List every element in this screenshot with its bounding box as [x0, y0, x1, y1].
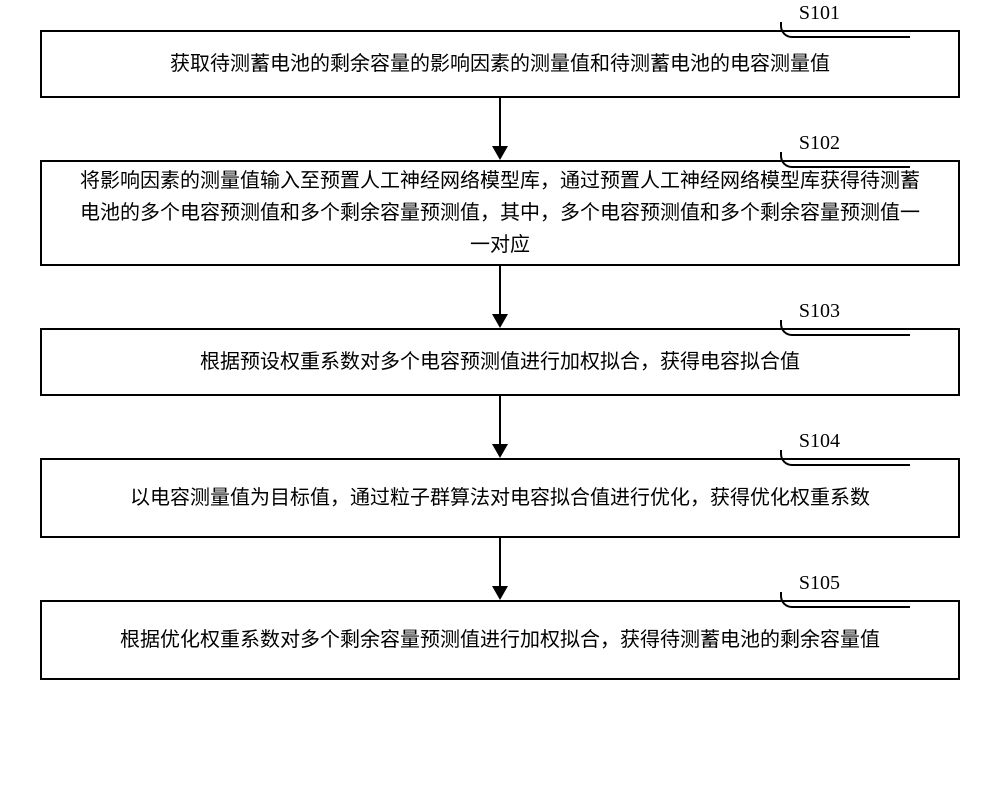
step-text: 根据优化权重系数对多个剩余容量预测值进行加权拟合，获得待测蓄电池的剩余容量值 — [120, 624, 880, 656]
step-box: 根据预设权重系数对多个电容预测值进行加权拟合，获得电容拟合值 — [40, 328, 960, 396]
step-box: 以电容测量值为目标值，通过粒子群算法对电容拟合值进行优化，获得优化权重系数 — [40, 458, 960, 538]
step-id-label: S102 — [799, 132, 840, 155]
arrow-line — [499, 538, 501, 586]
step-box: 获取待测蓄电池的剩余容量的影响因素的测量值和待测蓄电池的电容测量值 — [40, 30, 960, 98]
flow-step-s104: S104 以电容测量值为目标值，通过粒子群算法对电容拟合值进行优化，获得优化权重… — [40, 458, 960, 538]
step-text: 获取待测蓄电池的剩余容量的影响因素的测量值和待测蓄电池的电容测量值 — [170, 48, 830, 80]
flow-step-s101: S101 获取待测蓄电池的剩余容量的影响因素的测量值和待测蓄电池的电容测量值 — [40, 30, 960, 98]
step-id-label: S104 — [799, 430, 840, 453]
flow-arrow — [492, 266, 508, 328]
step-id-label: S103 — [799, 300, 840, 323]
step-box: 将影响因素的测量值输入至预置人工神经网络模型库，通过预置人工神经网络模型库获得待… — [40, 160, 960, 266]
flow-arrow — [492, 538, 508, 600]
step-text: 根据预设权重系数对多个电容预测值进行加权拟合，获得电容拟合值 — [200, 346, 800, 378]
flow-step-s105: S105 根据优化权重系数对多个剩余容量预测值进行加权拟合，获得待测蓄电池的剩余… — [40, 600, 960, 680]
arrow-head-icon — [492, 314, 508, 328]
arrow-line — [499, 98, 501, 146]
flow-arrow — [492, 396, 508, 458]
flow-step-s103: S103 根据预设权重系数对多个电容预测值进行加权拟合，获得电容拟合值 — [40, 328, 960, 396]
step-id-label: S105 — [799, 572, 840, 595]
flowchart-container: S101 获取待测蓄电池的剩余容量的影响因素的测量值和待测蓄电池的电容测量值 S… — [0, 30, 1000, 680]
step-box: 根据优化权重系数对多个剩余容量预测值进行加权拟合，获得待测蓄电池的剩余容量值 — [40, 600, 960, 680]
step-id-label: S101 — [799, 2, 840, 25]
step-text: 以电容测量值为目标值，通过粒子群算法对电容拟合值进行优化，获得优化权重系数 — [130, 482, 870, 514]
arrow-line — [499, 396, 501, 444]
step-text: 将影响因素的测量值输入至预置人工神经网络模型库，通过预置人工神经网络模型库获得待… — [72, 165, 928, 261]
arrow-head-icon — [492, 444, 508, 458]
arrow-head-icon — [492, 586, 508, 600]
flow-step-s102: S102 将影响因素的测量值输入至预置人工神经网络模型库，通过预置人工神经网络模… — [40, 160, 960, 266]
flow-arrow — [492, 98, 508, 160]
arrow-line — [499, 266, 501, 314]
arrow-head-icon — [492, 146, 508, 160]
